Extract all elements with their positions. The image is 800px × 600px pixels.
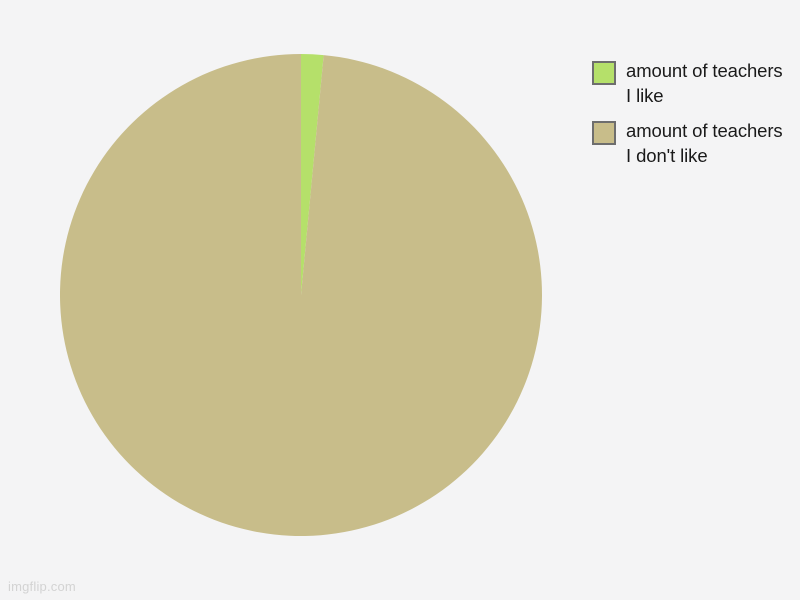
legend-item-0[interactable]: amount of teachers I like	[592, 58, 792, 108]
pie-slice-group	[60, 54, 542, 536]
legend-label-1: amount of teachers I don't like	[626, 120, 783, 166]
legend-swatch-icon-1	[592, 121, 616, 145]
watermark-text: imgflip.com	[8, 579, 76, 594]
pie-svg	[60, 54, 542, 536]
legend-swatch-icon-0	[592, 61, 616, 85]
legend-label-0: amount of teachers I like	[626, 60, 783, 106]
pie-slice-1[interactable]	[60, 54, 542, 536]
pie-slice-0[interactable]	[301, 54, 324, 295]
chart-legend: amount of teachers I like amount of teac…	[592, 58, 792, 178]
legend-item-1[interactable]: amount of teachers I don't like	[592, 118, 792, 168]
pie-chart-area	[60, 54, 542, 536]
